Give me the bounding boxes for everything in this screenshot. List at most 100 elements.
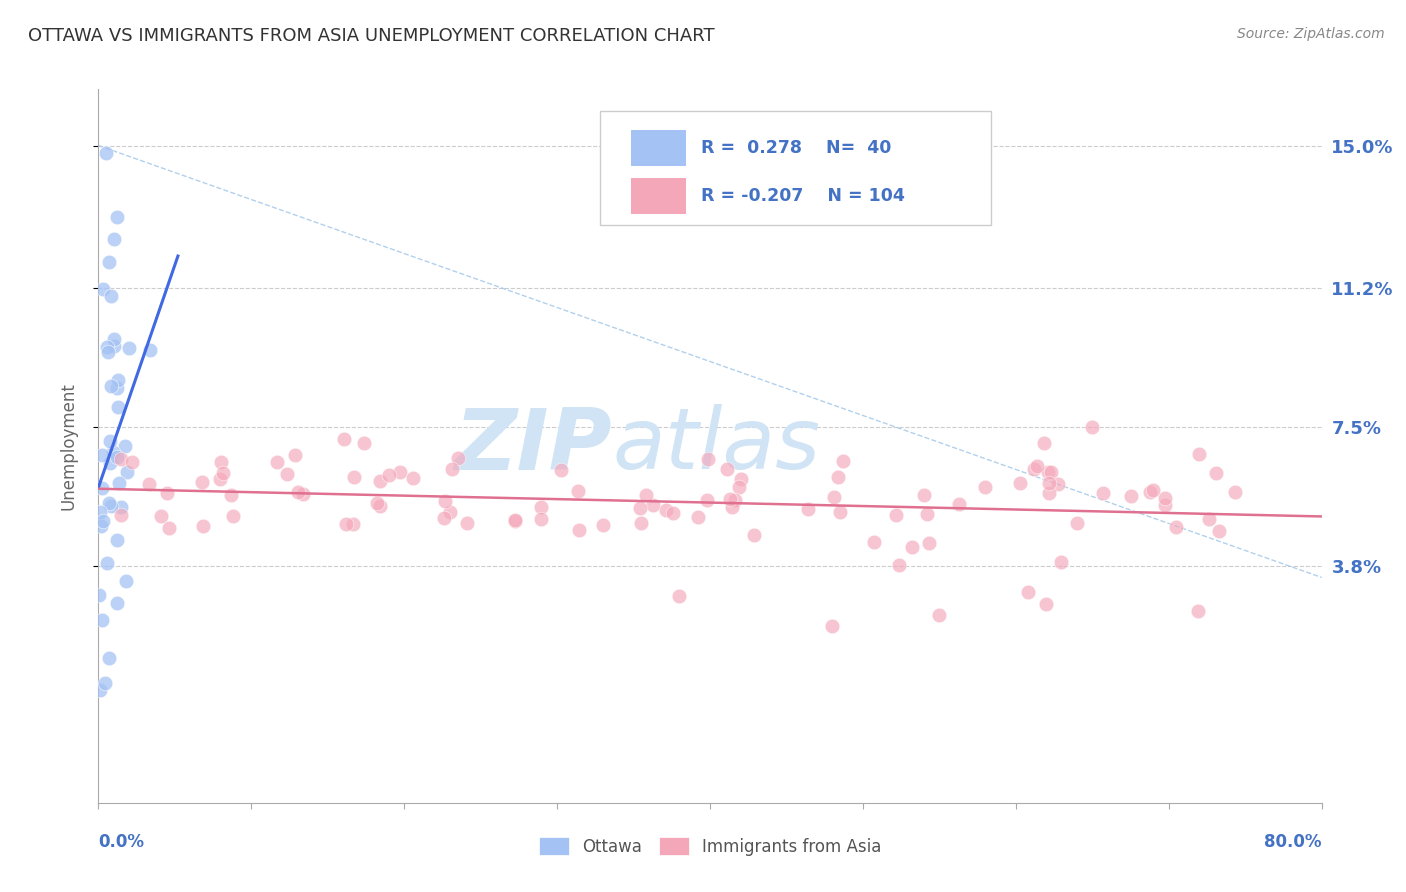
Point [103, 232, 125, 246]
Point [1198, 512, 1220, 526]
Point [114, 440, 136, 454]
Point [107, 400, 129, 414]
Point [887, 558, 910, 572]
Point [550, 463, 572, 477]
Point [91, 481, 114, 495]
Point [342, 517, 364, 532]
Point [105, 210, 128, 224]
Point [1208, 524, 1230, 539]
Point [155, 485, 177, 500]
Point [1039, 465, 1062, 479]
Point [105, 533, 128, 547]
Point [368, 474, 391, 488]
Point [191, 519, 214, 533]
Point [1187, 604, 1209, 618]
Point [1153, 498, 1175, 512]
Point [592, 517, 614, 532]
Point [668, 589, 690, 603]
Point [828, 505, 851, 519]
Point [686, 510, 709, 524]
Point [439, 505, 461, 519]
Point [219, 488, 242, 502]
Point [912, 488, 935, 502]
Point [138, 477, 160, 491]
Point [105, 450, 128, 465]
Point [915, 507, 938, 521]
Point [1066, 516, 1088, 530]
Point [96, 556, 118, 570]
Point [89, 588, 111, 602]
Text: ZIP: ZIP [454, 404, 612, 488]
Point [1153, 491, 1175, 505]
Point [157, 521, 180, 535]
Point [1036, 465, 1059, 479]
Point [333, 432, 356, 446]
Point [724, 492, 747, 507]
Point [928, 607, 950, 622]
Point [827, 469, 849, 483]
Point [94, 676, 117, 690]
Point [90, 613, 112, 627]
Point [863, 535, 886, 549]
Point [401, 471, 423, 485]
Point [94, 146, 117, 161]
Point [98, 650, 121, 665]
Point [368, 499, 391, 513]
Point [1139, 484, 1161, 499]
Point [1092, 486, 1115, 500]
Point [530, 500, 553, 514]
Point [353, 435, 375, 450]
FancyBboxPatch shape [630, 178, 686, 213]
Point [440, 462, 463, 476]
Point [832, 454, 855, 468]
Text: 0.0%: 0.0% [98, 833, 145, 851]
FancyBboxPatch shape [600, 111, 991, 225]
Point [149, 509, 172, 524]
Point [91, 282, 114, 296]
Point [567, 483, 589, 498]
Point [108, 476, 131, 491]
Point [655, 503, 678, 517]
Text: R =  0.278    N=  40: R = 0.278 N= 40 [702, 139, 891, 157]
Point [343, 470, 366, 484]
Point [530, 511, 553, 525]
Point [918, 535, 941, 549]
Point [446, 450, 468, 465]
Text: 80.0%: 80.0% [1264, 833, 1322, 851]
Point [948, 497, 970, 511]
Point [96, 340, 118, 354]
Point [434, 494, 457, 508]
Point [388, 465, 411, 479]
Point [433, 511, 456, 525]
Point [287, 484, 309, 499]
Point [139, 343, 162, 358]
Point [503, 514, 526, 528]
Point [1119, 489, 1142, 503]
Point [101, 445, 124, 459]
Point [1188, 446, 1211, 460]
Point [118, 341, 141, 355]
Point [89, 504, 111, 518]
Point [276, 467, 298, 482]
Point [1008, 475, 1031, 490]
Point [212, 466, 235, 480]
Point [266, 455, 288, 469]
Point [1050, 555, 1073, 569]
Point [209, 455, 232, 469]
Point [103, 339, 125, 353]
Point [335, 516, 357, 531]
Point [97, 345, 120, 359]
Point [100, 499, 122, 513]
Point [110, 452, 132, 467]
Point [98, 434, 121, 449]
FancyBboxPatch shape [630, 130, 686, 166]
Point [103, 333, 125, 347]
Point [117, 466, 139, 480]
Point [98, 255, 121, 269]
Point [90, 519, 112, 533]
Point [1223, 484, 1246, 499]
Point [742, 527, 765, 541]
Point [641, 498, 664, 512]
Point [208, 472, 231, 486]
Text: OTTAWA VS IMMIGRANTS FROM ASIA UNEMPLOYMENT CORRELATION CHART: OTTAWA VS IMMIGRANTS FROM ASIA UNEMPLOYM… [28, 27, 714, 45]
